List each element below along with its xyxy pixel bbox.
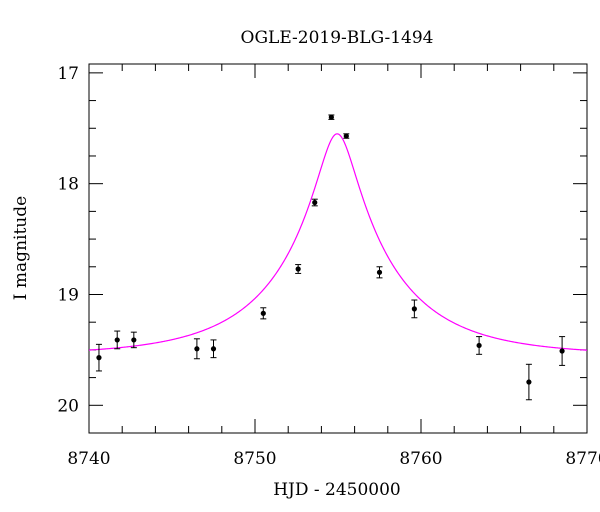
data-point xyxy=(343,133,350,139)
axis-ticks xyxy=(88,64,588,434)
data-point xyxy=(193,338,200,360)
y-tick-label: 18 xyxy=(57,175,79,195)
data-point xyxy=(559,336,566,366)
data-point xyxy=(411,299,418,319)
point-marker xyxy=(476,342,482,349)
data-point xyxy=(525,363,532,401)
data-point xyxy=(114,330,121,350)
chart-title: OGLE-2019-BLG-1494 xyxy=(241,28,434,48)
point-marker xyxy=(295,266,301,272)
data-point xyxy=(210,339,217,359)
y-tick-labels: 17 18 19 20 xyxy=(57,64,79,416)
data-point xyxy=(328,114,335,120)
point-marker xyxy=(411,306,417,312)
data-point xyxy=(295,264,302,274)
data-point xyxy=(376,266,383,279)
x-tick-label: 8770 xyxy=(565,449,600,469)
point-marker xyxy=(328,114,334,120)
point-marker xyxy=(260,310,266,316)
data-point xyxy=(260,307,267,320)
x-tick-label: 8750 xyxy=(233,449,276,469)
x-tick-labels: 8740 8750 8760 8770 xyxy=(67,449,600,469)
y-axis-label: I magnitude xyxy=(11,196,31,300)
point-marker xyxy=(114,337,120,343)
point-marker xyxy=(376,269,383,275)
data-point xyxy=(130,331,137,349)
y-tick-label: 19 xyxy=(57,285,79,305)
data-point xyxy=(476,336,483,355)
point-marker xyxy=(343,133,349,139)
y-tick-label: 20 xyxy=(57,396,79,416)
x-axis-label: HJD - 2450000 xyxy=(273,480,401,500)
point-marker xyxy=(559,348,565,354)
model-curve xyxy=(88,133,588,351)
plot-frame xyxy=(88,63,588,434)
data-point xyxy=(311,198,318,207)
data-points xyxy=(95,114,566,401)
point-marker xyxy=(526,379,532,385)
point-marker xyxy=(131,337,137,343)
point-marker xyxy=(210,346,217,352)
point-marker xyxy=(194,346,200,352)
x-tick-label: 8760 xyxy=(399,449,442,469)
x-tick-label: 8740 xyxy=(67,449,110,469)
data-point xyxy=(95,343,102,372)
point-marker xyxy=(312,199,318,206)
point-marker xyxy=(96,355,102,361)
y-tick-label: 17 xyxy=(57,64,79,84)
